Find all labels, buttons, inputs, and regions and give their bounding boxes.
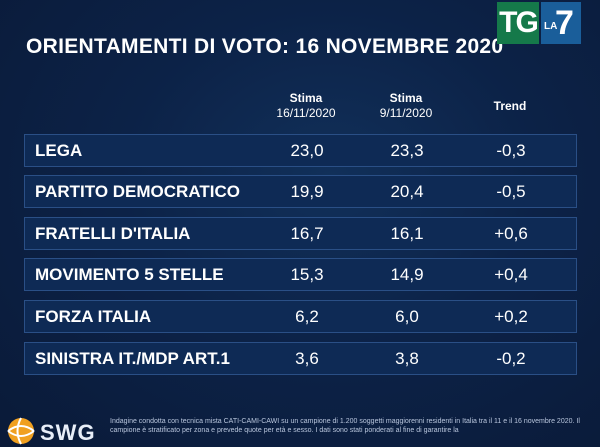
column-header-current-title: Stima bbox=[289, 91, 323, 105]
la7-logo-mark: LA 7 bbox=[541, 2, 581, 44]
current-estimate: 23,0 bbox=[290, 141, 324, 160]
table-row-sinistra-italiana: SINISTRA IT./MDP ART.1 3,6 3,8 -0,2 bbox=[24, 342, 577, 375]
party-name: FRATELLI D'ITALIA bbox=[35, 224, 191, 243]
party-name: LEGA bbox=[35, 141, 83, 160]
current-estimate: 15,3 bbox=[290, 265, 324, 284]
previous-estimate: 23,3 bbox=[390, 141, 424, 160]
column-header-previous-title: Stima bbox=[389, 91, 423, 105]
current-estimate: 16,7 bbox=[290, 224, 324, 243]
previous-estimate: 16,1 bbox=[390, 224, 424, 243]
column-header-previous-date: 9/11/2020 bbox=[379, 106, 433, 120]
table-row-partito-democratico: PARTITO DEMOCRATICO 19,9 20,4 -0,5 bbox=[24, 175, 577, 208]
table-row-forza-italia: FORZA ITALIA 6,2 6,0 +0,2 bbox=[24, 300, 577, 333]
column-header-current: Stima 16/11/2020 bbox=[258, 91, 354, 121]
table-row-movimento-5-stelle: MOVIMENTO 5 STELLE 15,3 14,9 +0,4 bbox=[24, 258, 577, 291]
column-header-trend-title: Trend bbox=[493, 99, 527, 113]
trend-value: +0,6 bbox=[494, 224, 528, 243]
previous-estimate: 14,9 bbox=[390, 265, 424, 284]
swg-ball-icon bbox=[7, 417, 35, 445]
previous-estimate: 20,4 bbox=[390, 182, 424, 201]
column-header-current-date: 16/11/2020 bbox=[276, 106, 336, 120]
trend-value: -0,3 bbox=[496, 141, 526, 160]
party-name: FORZA ITALIA bbox=[35, 307, 152, 326]
previous-estimate: 3,8 bbox=[395, 349, 419, 368]
la7-logo-la: LA bbox=[544, 21, 558, 32]
trend-value: -0,2 bbox=[496, 349, 526, 368]
current-estimate: 3,6 bbox=[295, 349, 319, 368]
party-name: MOVIMENTO 5 STELLE bbox=[35, 265, 224, 284]
trend-value: +0,2 bbox=[494, 307, 528, 326]
current-estimate: 19,9 bbox=[290, 182, 324, 201]
tg-logo-mark: TG bbox=[497, 2, 539, 44]
table-row-lega: LEGA 23,0 23,3 -0,3 bbox=[24, 134, 577, 167]
trend-value: -0,5 bbox=[496, 182, 526, 201]
tg-la7-logo: TG LA 7 bbox=[497, 2, 581, 44]
page-title: ORIENTAMENTI DI VOTO: 16 NOVEMBRE 2020 bbox=[26, 35, 504, 58]
current-estimate: 6,2 bbox=[295, 307, 319, 326]
table-row-fratelli-ditalia: FRATELLI D'ITALIA 16,7 16,1 +0,6 bbox=[24, 217, 577, 250]
trend-value: +0,4 bbox=[494, 265, 528, 284]
previous-estimate: 6,0 bbox=[395, 307, 419, 326]
column-header-trend: Trend bbox=[475, 99, 545, 114]
methodology-note: Indagine condotta con tecnica mista CATI… bbox=[110, 418, 580, 434]
footer: SWG Indagine condotta con tecnica mista … bbox=[0, 408, 600, 447]
party-name: SINISTRA IT./MDP ART.1 bbox=[35, 349, 230, 368]
swg-logo: SWG bbox=[6, 416, 106, 446]
column-header-previous: Stima 9/11/2020 bbox=[358, 91, 454, 121]
la7-logo-seven: 7 bbox=[555, 4, 574, 42]
party-name: PARTITO DEMOCRATICO bbox=[35, 182, 240, 201]
swg-brand-text: SWG bbox=[40, 420, 96, 445]
